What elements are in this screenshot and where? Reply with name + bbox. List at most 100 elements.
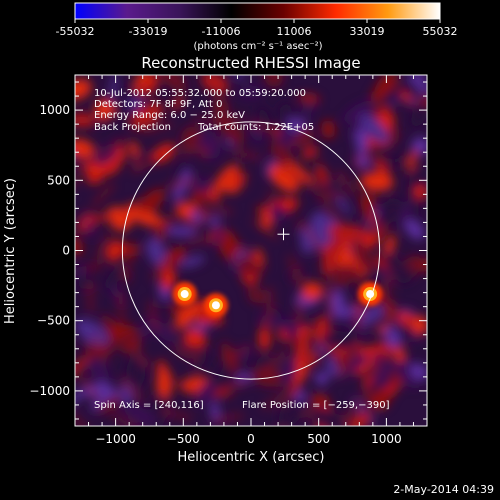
sidelobe: [411, 196, 419, 222]
sidelobe: [133, 211, 163, 227]
colorbar-tick-label: 33019: [350, 25, 385, 38]
sidelobe: [75, 79, 92, 101]
sidelobe: [374, 75, 398, 98]
sidelobe: [269, 165, 300, 192]
x-tick-label: 0: [247, 432, 255, 446]
sidelobe: [209, 216, 221, 227]
sidelobe: [121, 269, 131, 282]
y-tick-label: −1000: [29, 384, 70, 398]
sidelobe: [107, 206, 131, 225]
algorithm: Back Projection: [94, 122, 171, 133]
sidelobe: [411, 315, 427, 335]
x-tick-label: 1000: [371, 432, 402, 446]
sidelobe: [360, 113, 389, 144]
colorbar-tick-label: 11006: [277, 25, 312, 38]
y-tick-label: 0: [62, 244, 70, 258]
sidelobe: [105, 240, 124, 262]
sidelobe: [236, 373, 253, 383]
sidelobe: [239, 85, 263, 98]
sidelobe: [278, 103, 292, 117]
x-tick-label: 500: [307, 432, 330, 446]
sidelobe: [386, 330, 401, 349]
sidelobe: [367, 382, 379, 396]
total-counts: Total counts: 1.22E+05: [197, 122, 314, 133]
sidelobe: [351, 238, 372, 271]
sidelobe: [406, 150, 417, 172]
sidelobe: [258, 326, 271, 351]
sidelobe: [394, 346, 405, 362]
sidelobe: [249, 123, 263, 144]
sidelobe: [146, 237, 167, 267]
sidelobe: [332, 304, 349, 319]
sidelobe: [296, 220, 307, 230]
sidelobe: [104, 267, 121, 289]
sidelobe: [255, 247, 264, 266]
sidelobe: [313, 190, 348, 199]
sidelobe: [88, 357, 109, 383]
sidelobe-ring: [147, 236, 274, 363]
sidelobe: [115, 107, 131, 125]
sidelobe: [315, 163, 328, 186]
sidelobe: [218, 115, 245, 146]
sidelobe: [299, 338, 312, 353]
sidelobe: [395, 356, 420, 388]
sidelobe: [160, 268, 176, 291]
sidelobe: [183, 328, 207, 349]
sidelobe: [297, 94, 321, 103]
sidelobe: [419, 82, 427, 94]
sidelobe: [347, 411, 371, 426]
sidelobe: [405, 219, 425, 240]
sidelobe-ring: [87, 176, 334, 423]
sidelobe: [355, 121, 368, 157]
sidelobe: [201, 75, 229, 94]
sidelobe: [159, 75, 187, 92]
sidelobe: [90, 390, 117, 411]
source-peak: [211, 301, 220, 310]
sidelobe: [75, 266, 87, 277]
sidelobe: [200, 175, 210, 196]
y-axis-ticks: −1000 −500 0 500 1000: [29, 81, 427, 420]
timestamp: 2-May-2014 04:39: [393, 483, 494, 496]
sidelobe: [109, 75, 118, 105]
sidelobe: [320, 331, 358, 350]
sidelobe-ring: [117, 206, 304, 393]
sidelobe: [130, 102, 163, 129]
sidelobe: [381, 83, 406, 104]
sidelobe: [138, 188, 165, 216]
spin-axis-marker: [277, 228, 290, 241]
sidelobe: [413, 186, 427, 200]
flare-position-label: Flare Position = [−259,−390]: [242, 400, 390, 411]
image-area: [75, 75, 427, 426]
sidelobe-ring: [75, 116, 394, 426]
x-tick-label: −1000: [95, 432, 136, 446]
sidelobe: [278, 399, 304, 426]
sidelobe: [350, 353, 369, 369]
sidelobe: [75, 138, 95, 158]
sidelobe: [95, 214, 110, 222]
colorbar-units: (photons cm⁻² s⁻¹ asec⁻²): [193, 41, 322, 52]
sidelobe: [342, 100, 374, 123]
sidelobe: [108, 322, 126, 340]
x-axis-ticks: −1000 −500 0 500 1000: [88, 75, 414, 446]
y-tick-label: −500: [37, 314, 70, 328]
sidelobe: [174, 300, 202, 329]
sidelobe: [411, 101, 427, 128]
sidelobe: [370, 91, 383, 104]
colorbar-tick-label: 55032: [423, 25, 458, 38]
sidelobe: [287, 160, 316, 187]
sidelobe-pattern: [75, 75, 427, 426]
sidelobe: [140, 320, 153, 337]
sidelobe: [83, 213, 95, 239]
sidelobe: [191, 188, 208, 204]
colorbar-tick-label: -11006: [202, 25, 241, 38]
sidelobe: [301, 282, 323, 301]
sidelobe: [128, 141, 139, 157]
sidelobe: [126, 357, 146, 388]
sidelobe: [381, 251, 403, 276]
sidelobe: [339, 312, 370, 336]
sidelobe: [377, 198, 401, 227]
sidelobe: [277, 128, 296, 147]
solar-limb: [121, 121, 381, 380]
sidelobe: [75, 356, 89, 381]
